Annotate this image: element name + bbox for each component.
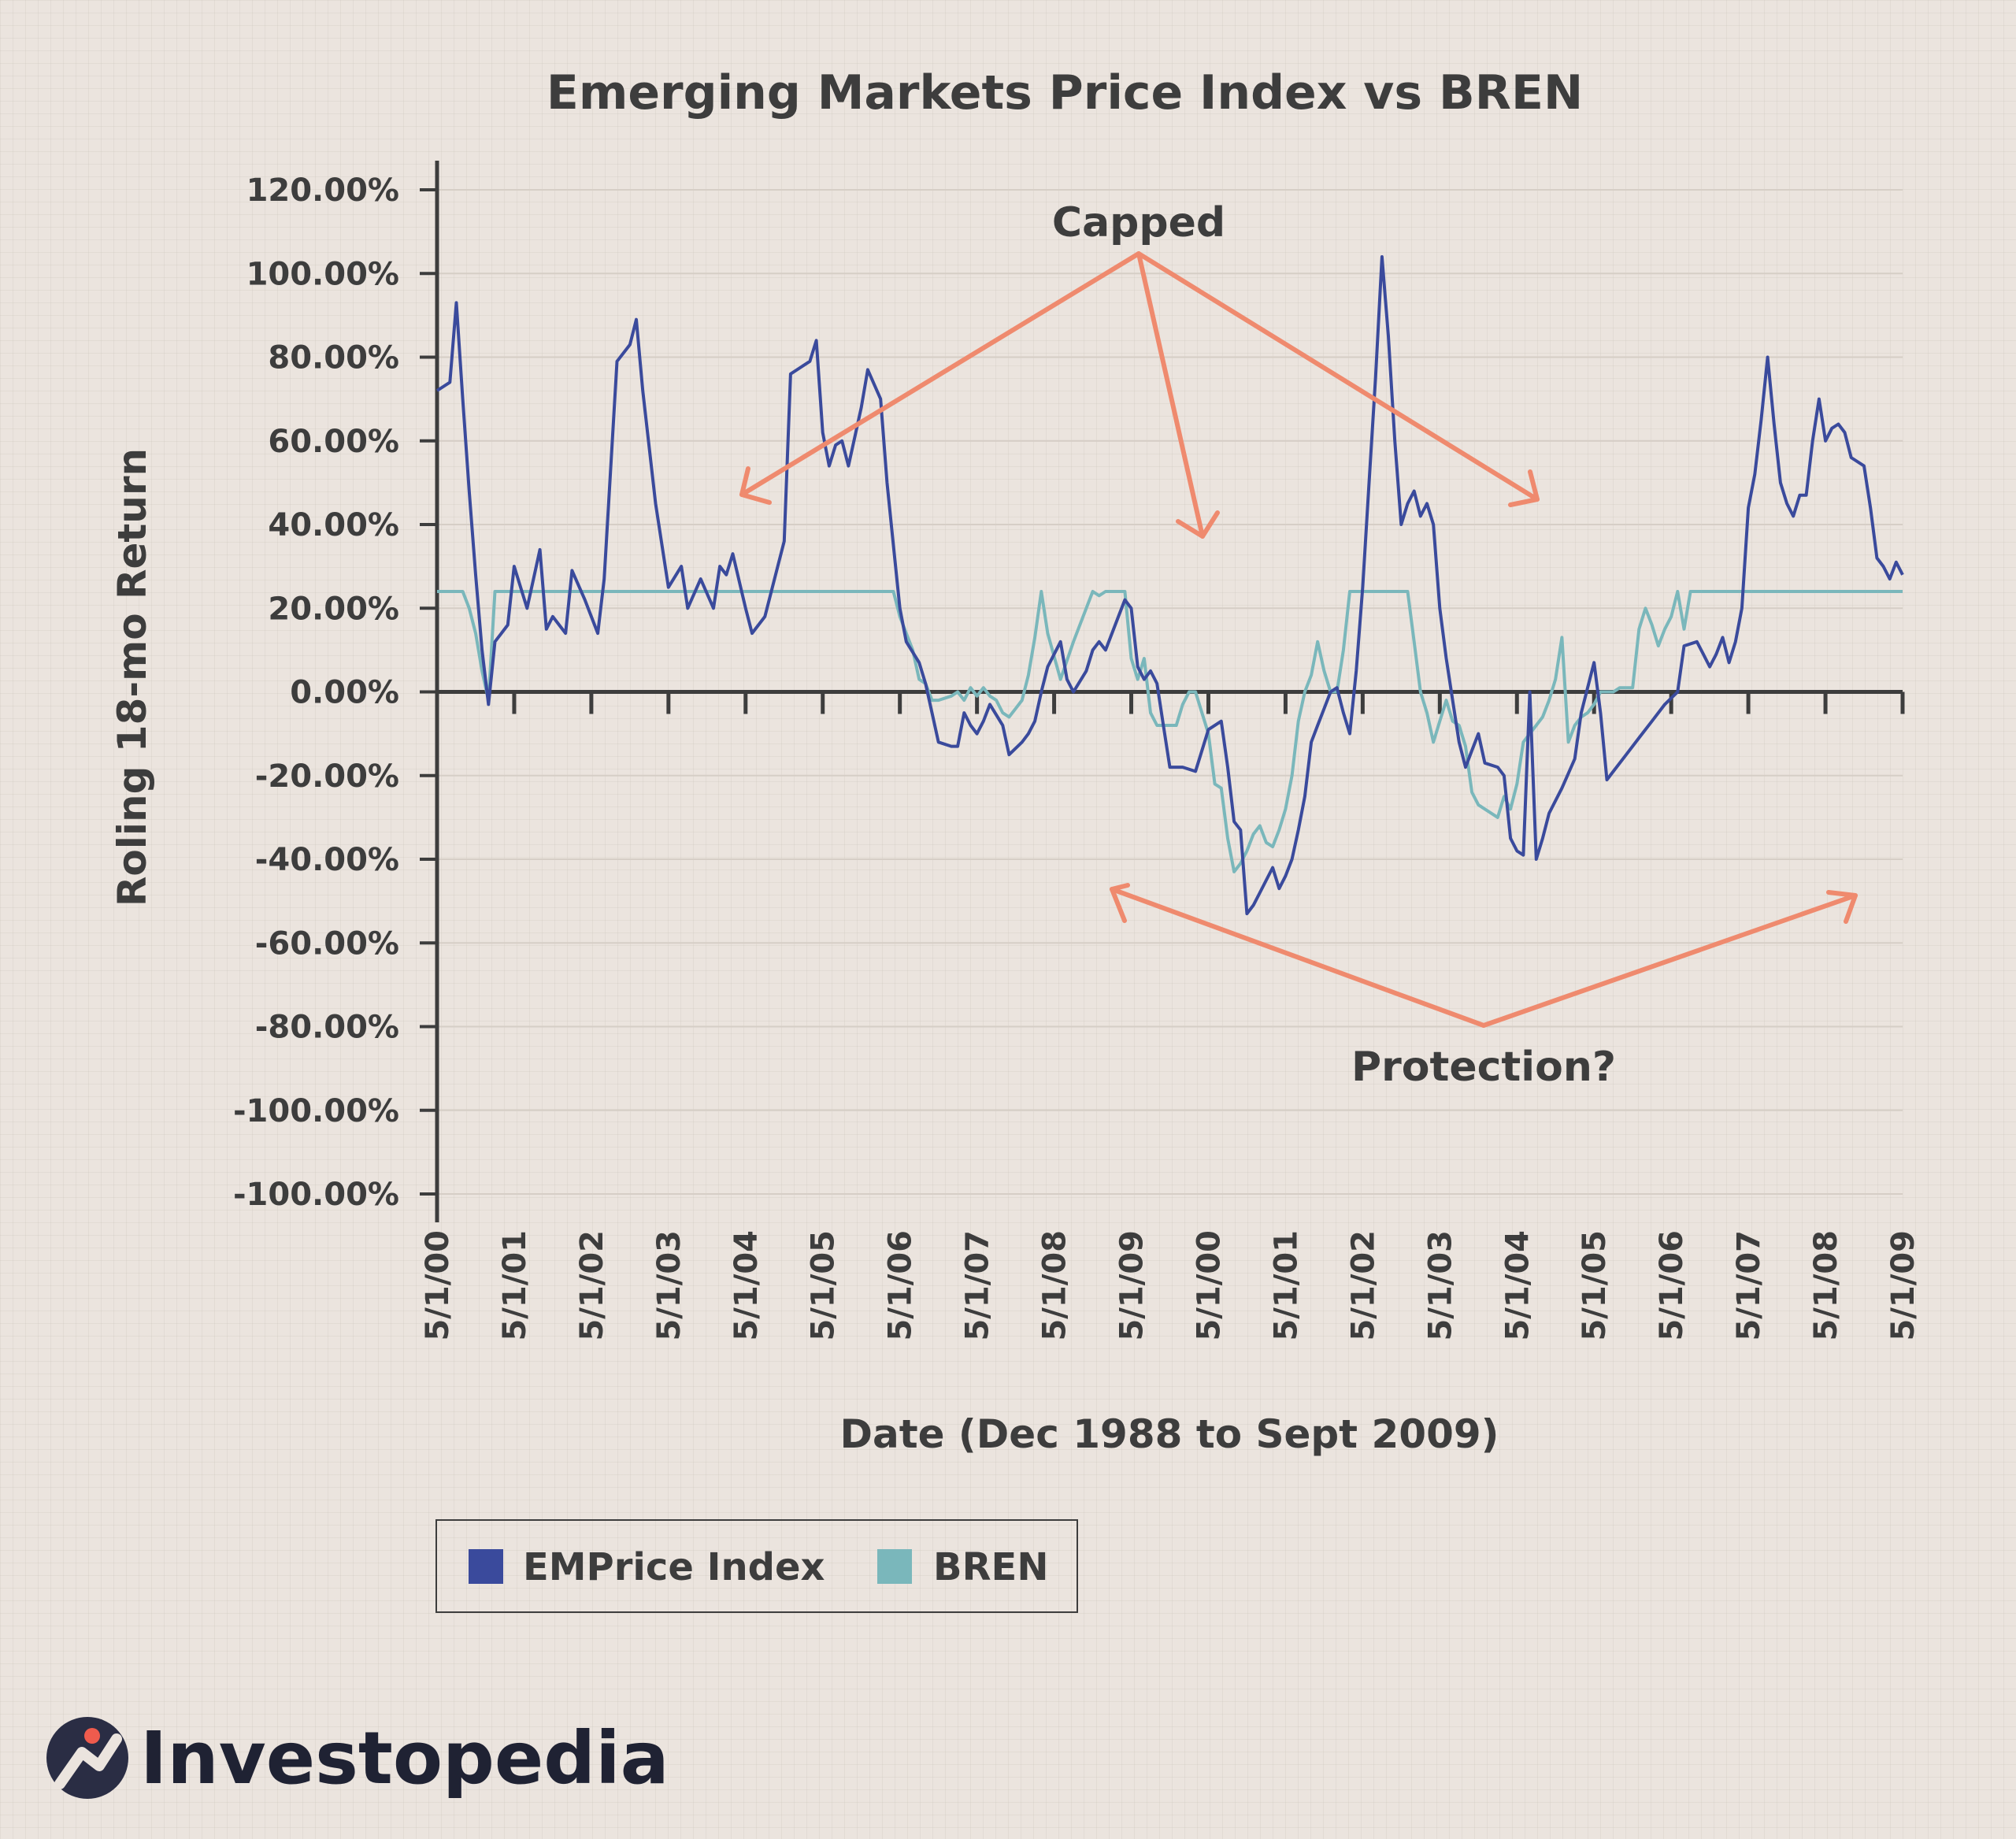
legend-label-empi: EMPrice Index: [523, 1545, 825, 1589]
y-tick-label-6: 0.00%: [290, 675, 399, 711]
y-axis-label: Roling 18-mo Return: [109, 448, 155, 907]
x-tick-label-9: 5/1/09: [1114, 1230, 1151, 1341]
y-tick-label-10: -80.00%: [255, 1010, 399, 1046]
grid-lines: [437, 189, 1903, 1195]
y-tick-label-5: 20.00%: [268, 591, 399, 627]
x-tick-label-6: 5/1/06: [883, 1230, 919, 1341]
legend-swatch-bren: [877, 1549, 912, 1584]
x-tick-label-11: 5/1/01: [1268, 1230, 1304, 1341]
logo-mark: [54, 1733, 122, 1789]
x-tick-label-15: 5/1/05: [1577, 1230, 1613, 1341]
x-tick-label-0: 5/1/00: [420, 1230, 456, 1341]
x-axis-label: Date (Dec 1988 to Sept 2009): [839, 1411, 1499, 1457]
x-tick-label-8: 5/1/08: [1037, 1230, 1073, 1341]
x-tick-label-19: 5/1/09: [1885, 1230, 1922, 1341]
y-tick-label-4: 40.00%: [268, 507, 399, 543]
x-tick-label-14: 5/1/04: [1499, 1230, 1536, 1341]
x-tick-label-18: 5/1/08: [1808, 1230, 1844, 1341]
capped-arrow-right: [1136, 251, 1540, 502]
logo-text: Investopedia: [140, 1716, 669, 1800]
capped-arrow-middle: [1136, 251, 1205, 539]
capped-arrowhead-right: [1508, 469, 1540, 507]
legend-swatch-empi: [469, 1549, 503, 1584]
capped-arrowhead-middle: [1176, 510, 1220, 539]
legend-box: [435, 1519, 1078, 1613]
series-line-bren: [437, 590, 1903, 873]
y-tick-label-8: -40.00%: [255, 842, 399, 878]
series-lines: [435, 255, 1904, 916]
x-tick-label-3: 5/1/03: [651, 1230, 687, 1341]
protection-arrowhead-right: [1826, 890, 1858, 924]
x-tick-label-4: 5/1/04: [728, 1230, 765, 1341]
y-tick-label-9: -60.00%: [255, 925, 399, 962]
series-line-empi: [435, 255, 1904, 916]
x-tick-label-10: 5/1/00: [1191, 1230, 1227, 1341]
x-tick-label-13: 5/1/03: [1422, 1230, 1458, 1341]
legend-label-bren: BREN: [933, 1545, 1049, 1589]
protection-arrow-right: [1481, 893, 1858, 1028]
x-tick-label-17: 5/1/07: [1731, 1230, 1767, 1341]
x-tick-label-5: 5/1/05: [806, 1230, 842, 1341]
y-tick-label-11: -100.00%: [233, 1093, 399, 1129]
y-tick-label-3: 60.00%: [268, 424, 399, 460]
protection-arrow-left: [1110, 887, 1486, 1028]
protection-arrowhead-left: [1110, 883, 1130, 923]
x-tick-label-16: 5/1/06: [1654, 1230, 1690, 1341]
y-tick-label-7: -20.00%: [255, 758, 399, 795]
axes: [435, 161, 1903, 1222]
x-tick-label-1: 5/1/01: [497, 1230, 533, 1341]
y-tick-label-2: 80.00%: [268, 340, 399, 376]
logo-accent-dot: [84, 1728, 100, 1744]
chart-title: Emerging Markets Price Index vs BREN: [547, 65, 1583, 120]
protection-arrows: [1110, 883, 1858, 1028]
y-axis-ticks: 120.00% 100.00% 80.00% 60.00% 40.00% 20.00% 0.…: [233, 172, 437, 1213]
annotations: Capped Protection?: [739, 199, 1858, 1091]
y-tick-label-1: 100.00%: [246, 256, 399, 292]
legend: EMPrice Index BREN: [435, 1519, 1078, 1613]
y-tick-label-12: -100.00%: [233, 1177, 399, 1213]
capped-arrow-left: [739, 251, 1141, 497]
y-tick-label-0: 120.00%: [246, 172, 399, 209]
x-axis-ticks: 5/1/00 5/1/01 5/1/02 5/1/03 5/1/04 5/1/05 5/1/…: [420, 691, 1922, 1341]
protection-label: Protection?: [1351, 1044, 1616, 1091]
capped-arrows: [739, 251, 1540, 539]
x-tick-label-12: 5/1/02: [1345, 1230, 1381, 1341]
x-tick-label-7: 5/1/07: [960, 1230, 996, 1341]
investopedia-logo: Investopedia: [46, 1716, 669, 1800]
capped-arrowhead-left: [739, 466, 772, 505]
x-tick-label-2: 5/1/02: [574, 1230, 610, 1341]
capped-label: Capped: [1052, 199, 1225, 247]
